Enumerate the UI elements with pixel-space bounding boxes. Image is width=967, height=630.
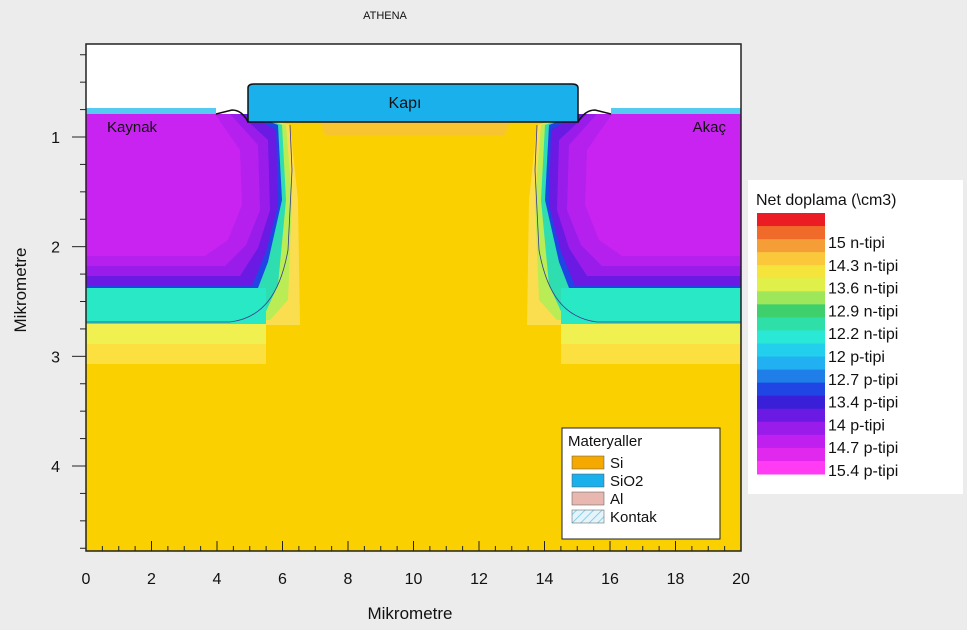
doping-label: 12.7 p-tipi (828, 372, 898, 389)
source-oxide (86, 108, 216, 114)
material-swatch (571, 491, 605, 506)
material-swatch (571, 473, 605, 488)
x-tick-label: 20 (732, 571, 750, 588)
doping-swatch (757, 356, 825, 371)
x-tick-label: 2 (147, 571, 156, 588)
doping-label: 13.4 p-tipi (828, 395, 898, 412)
y-axis: 1 2 3 4 (51, 54, 86, 549)
drain-label: Akaç (693, 119, 727, 136)
gate-oxide (247, 83, 579, 123)
doping-swatch (757, 447, 825, 462)
material-swatch (571, 509, 605, 524)
y-tick-label: 1 (51, 130, 60, 147)
doping-swatch (757, 382, 825, 397)
doping-swatch (757, 291, 825, 305)
drain-oxide (611, 108, 741, 114)
material-label: Al (610, 491, 623, 508)
gate-oxide-right-shoulder (577, 109, 612, 123)
materials-legend-title: Materyaller (568, 433, 642, 450)
y-tick-label: 4 (51, 459, 60, 476)
doping-swatch (757, 252, 825, 266)
x-tick-label: 0 (82, 571, 91, 588)
doping-legend-title: Net doplama (\cm3) (756, 192, 897, 209)
chart-title: ATHENA (363, 10, 407, 22)
doping-swatch (757, 421, 825, 436)
x-tick-label: 14 (536, 571, 554, 588)
x-tick-label: 8 (344, 571, 353, 588)
gate-oxide-left-shoulder (215, 109, 249, 123)
y-tick-label: 2 (51, 240, 60, 257)
material-label: Si (610, 455, 623, 472)
junction-line-right (534, 124, 741, 323)
x-tick-label: 12 (470, 571, 488, 588)
doping-swatch (757, 369, 825, 384)
x-axis-label: Mikrometre (367, 604, 452, 623)
doping-swatch (757, 213, 825, 227)
doping-label: 12.2 n-tipi (828, 326, 898, 343)
doping-swatch (757, 265, 825, 279)
doping-swatch (757, 343, 825, 358)
doping-label: 14.7 p-tipi (828, 440, 898, 457)
y-tick-label: 3 (51, 349, 60, 366)
doping-label: 13.6 n-tipi (828, 281, 898, 298)
doping-swatch (757, 226, 825, 240)
doping-swatch (757, 395, 825, 410)
doping-swatch (757, 304, 825, 318)
material-label: SiO2 (610, 473, 643, 490)
junction-line-left (86, 124, 293, 323)
doping-label: 14.3 n-tipi (828, 258, 898, 275)
y-axis-label: Mikrometre (11, 247, 30, 332)
x-tick-label: 4 (213, 571, 222, 588)
material-swatch (571, 455, 605, 470)
doping-label: 15.4 p-tipi (828, 463, 898, 480)
doping-swatch (757, 317, 825, 331)
source-doping-region (86, 114, 300, 364)
doping-label: 12.9 n-tipi (828, 303, 898, 320)
doping-swatch (757, 408, 825, 423)
drain-doping-region (527, 114, 741, 364)
doping-legend: Net doplama (\cm3) 15 n-tipi 14.3 n-tipi 1… (748, 180, 963, 494)
doping-label: 15 n-tipi (828, 235, 885, 252)
doping-swatch (757, 434, 825, 449)
material-label: Kontak (610, 509, 657, 526)
gate-label: Kapı (389, 95, 422, 112)
x-tick-label: 6 (278, 571, 287, 588)
doping-label: 14 p-tipi (828, 417, 885, 434)
channel-region (320, 122, 510, 135)
doping-swatch (757, 460, 825, 475)
x-tick-label: 16 (601, 571, 619, 588)
doping-swatch (757, 278, 825, 292)
source-label: Kaynak (107, 119, 158, 136)
x-tick-label: 10 (405, 571, 423, 588)
x-axis: 0 2 4 6 8 10 12 14 16 18 20 (82, 541, 750, 588)
x-tick-label: 18 (667, 571, 685, 588)
doping-swatch (757, 239, 825, 253)
doping-swatch (757, 330, 825, 344)
doping-label: 12 p-tipi (828, 349, 885, 366)
